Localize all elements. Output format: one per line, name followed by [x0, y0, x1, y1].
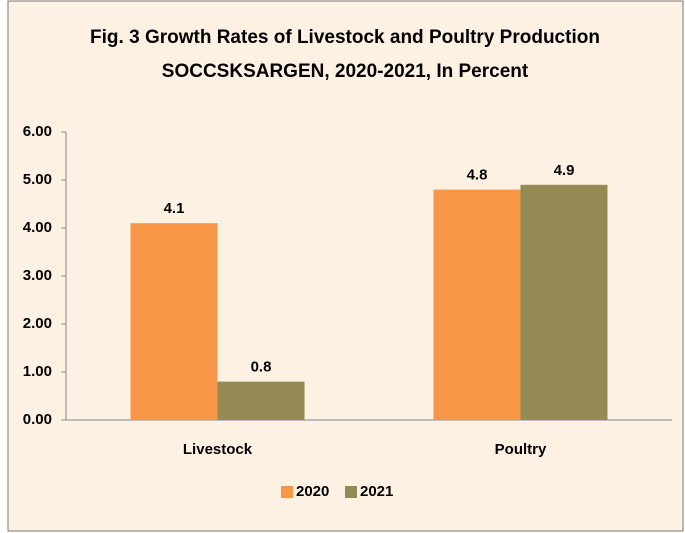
y-tick-label: 2.00 [23, 315, 52, 332]
legend-swatch [345, 486, 357, 498]
data-label: 0.8 [251, 359, 272, 376]
x-tick-label: Poultry [495, 441, 547, 458]
x-tick-label: Livestock [183, 441, 253, 458]
chart-title: Fig. 3 Growth Rates of Livestock and Pou… [90, 27, 600, 48]
y-tick-label: 0.00 [23, 411, 52, 428]
bar [433, 189, 521, 420]
y-tick-label: 6.00 [23, 123, 52, 140]
bar [217, 381, 305, 420]
y-tick-label: 3.00 [23, 267, 52, 284]
data-label: 4.8 [467, 167, 488, 184]
legend-label: 2021 [360, 483, 393, 500]
y-tick-label: 5.00 [23, 171, 52, 188]
bar [520, 184, 608, 420]
bar [130, 223, 218, 420]
legend-swatch [281, 486, 293, 498]
chart-subtitle: SOCCSKSARGEN, 2020-2021, In Percent [162, 61, 529, 82]
legend-label: 2020 [296, 483, 329, 500]
data-label: 4.1 [164, 200, 185, 217]
y-tick-label: 1.00 [23, 363, 52, 380]
y-tick-label: 4.00 [23, 219, 52, 236]
data-label: 4.9 [554, 162, 575, 179]
